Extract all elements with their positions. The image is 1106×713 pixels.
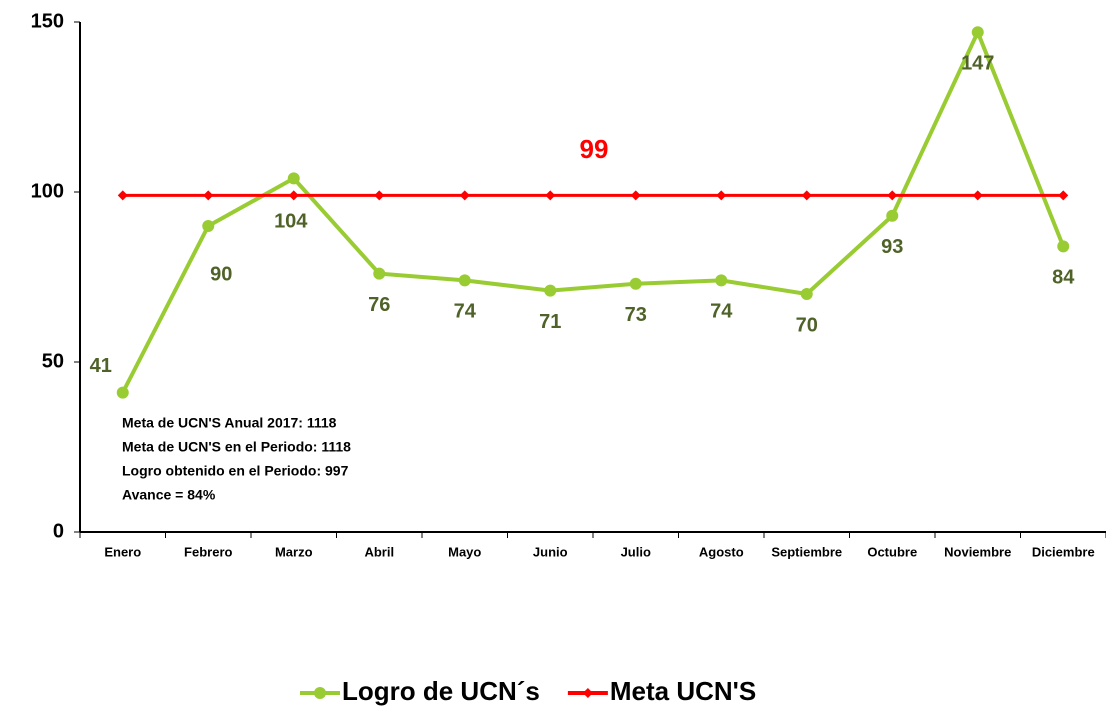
point [458, 274, 471, 287]
y-tick-label: 150 [31, 10, 64, 32]
point [716, 190, 727, 201]
x-tick-label: Enero [104, 544, 141, 559]
data-label: 74 [710, 301, 733, 323]
x-tick-label: Abril [364, 544, 394, 559]
legend-marker [314, 687, 326, 699]
point [1058, 190, 1069, 201]
data-label: 90 [210, 263, 232, 285]
data-label: 147 [961, 52, 994, 74]
data-label: 76 [368, 294, 390, 316]
data-label: 70 [796, 314, 818, 336]
y-tick-label: 50 [42, 350, 64, 372]
point [117, 190, 128, 201]
point [800, 288, 813, 300]
data-label: 104 [274, 211, 308, 233]
point [545, 190, 556, 201]
x-tick-label: Febrero [184, 544, 232, 559]
point [801, 190, 812, 201]
x-tick-label: Junio [533, 544, 568, 559]
point [203, 190, 214, 201]
x-tick-label: Marzo [275, 544, 313, 559]
point [288, 190, 299, 201]
legend-marker [582, 688, 593, 698]
legend-label: Meta UCN'S [610, 676, 756, 706]
point [202, 220, 215, 232]
x-tick-label: Diciembre [1032, 544, 1095, 559]
point [630, 190, 641, 201]
annotation: Meta de UCN'S Anual 2017: 1118 [122, 415, 337, 431]
point [459, 190, 470, 201]
data-label: 41 [90, 355, 112, 377]
point [715, 274, 728, 287]
point [374, 190, 385, 201]
annotation: Avance = 84% [122, 487, 216, 503]
x-tick-label: Mayo [448, 544, 481, 559]
data-label: 73 [625, 304, 647, 326]
x-tick-label: Septiembre [771, 544, 842, 559]
data-label: 71 [539, 311, 561, 333]
point [971, 26, 984, 39]
annotation: Meta de UCN'S en el Periodo: 1118 [122, 439, 351, 455]
point [972, 190, 983, 201]
x-tick-label: Noviembre [944, 544, 1011, 559]
point [629, 277, 642, 290]
point [887, 190, 898, 201]
point [116, 386, 129, 399]
line-series [120, 27, 1066, 394]
point [287, 172, 300, 185]
data-label: 93 [881, 236, 903, 258]
data-label: 84 [1052, 267, 1075, 289]
data-label: 99 [580, 134, 609, 164]
y-tick-label: 0 [53, 520, 64, 542]
legend-label: Logro de UCN´s [342, 676, 540, 706]
point [373, 267, 386, 280]
point [544, 284, 557, 297]
point [886, 209, 899, 222]
y-tick-label: 100 [31, 180, 64, 202]
data-label: 74 [454, 301, 477, 323]
x-tick-label: Julio [621, 544, 651, 559]
x-tick-label: Agosto [699, 544, 744, 559]
annotation: Logro obtenido en el Periodo: 997 [122, 463, 349, 479]
point [1057, 240, 1070, 253]
x-tick-label: Octubre [867, 544, 917, 559]
